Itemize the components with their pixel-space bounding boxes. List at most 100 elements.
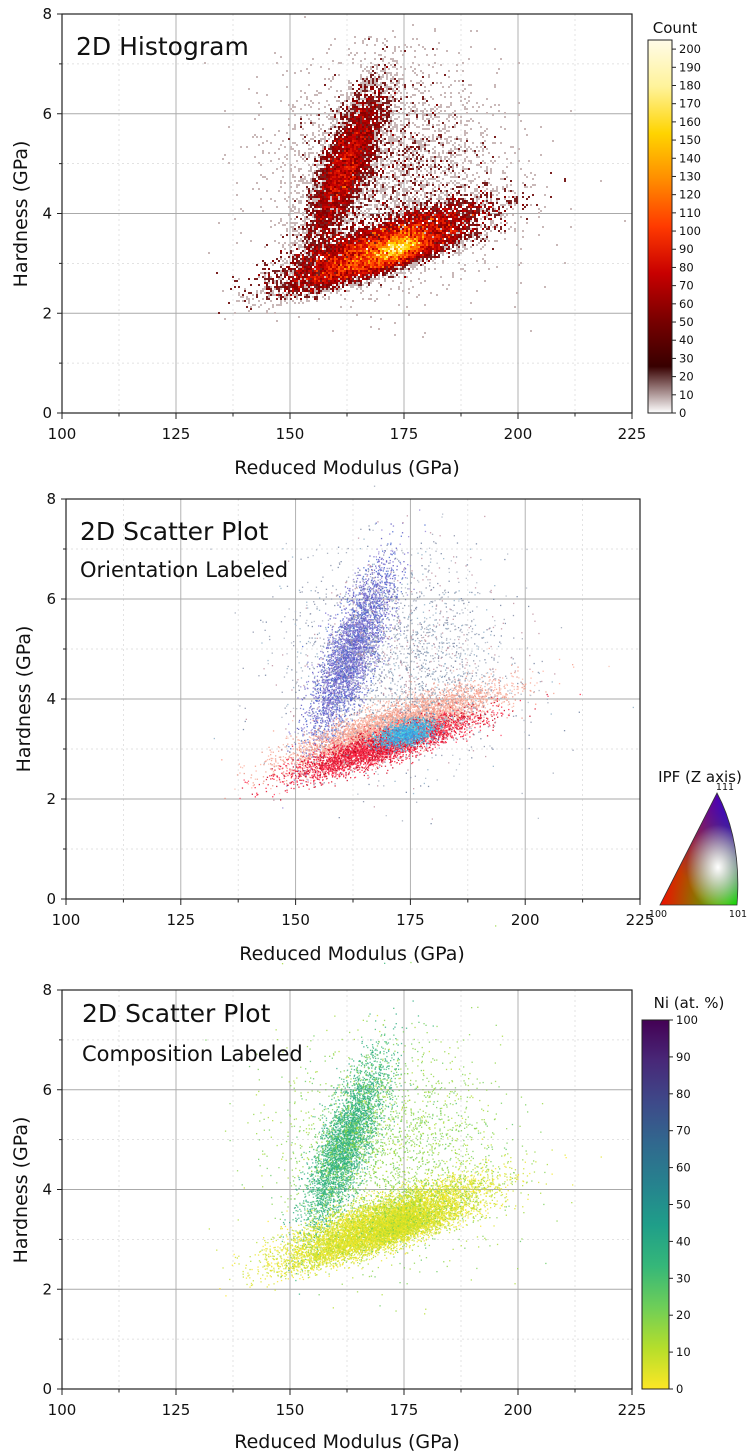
hist-bin — [442, 228, 444, 230]
hist-bin — [328, 172, 330, 174]
hist-bin — [418, 230, 420, 232]
hist-bin — [480, 248, 482, 250]
hist-bin — [268, 292, 270, 294]
hist-bin — [282, 272, 284, 274]
hist-bin — [330, 144, 332, 146]
hist-bin — [350, 104, 352, 106]
hist-bin — [340, 228, 342, 230]
hist-bin — [376, 86, 378, 88]
hist-bin — [392, 236, 394, 238]
hist-bin — [342, 206, 344, 208]
hist-bin — [348, 138, 350, 140]
hist-bin — [374, 112, 376, 114]
hist-bin — [390, 82, 392, 84]
hist-bin — [374, 126, 376, 128]
hist-bin — [350, 140, 352, 142]
hist-bin — [382, 68, 384, 70]
hist-bin — [292, 300, 294, 302]
hist-bin — [324, 140, 326, 142]
hist-bin — [454, 204, 456, 206]
hist-bin — [428, 232, 430, 234]
hist-bin — [318, 244, 320, 246]
hist-bin — [360, 270, 362, 272]
hist-bin — [390, 254, 392, 256]
hist-bin — [514, 198, 516, 200]
hist-bin — [398, 78, 400, 80]
hist-bin — [410, 236, 412, 238]
hist-bin — [334, 132, 336, 134]
hist-bin — [370, 100, 372, 102]
hist-bin — [306, 256, 308, 258]
hist-bin — [344, 156, 346, 158]
hist-bin — [306, 200, 308, 202]
hist-bin — [424, 250, 426, 252]
hist-bin — [256, 292, 258, 294]
hist-bin — [380, 104, 382, 106]
hist-bin — [350, 108, 352, 110]
hist-bin — [326, 258, 328, 260]
hist-bin — [296, 270, 298, 272]
hist-bin — [366, 204, 368, 206]
hist-bin — [494, 224, 496, 226]
hist-bin — [342, 102, 344, 104]
hist-bin — [338, 212, 340, 214]
hist-bin — [382, 250, 384, 252]
hist-bin — [330, 270, 332, 272]
hist-bin — [392, 222, 394, 224]
hist-bin — [376, 246, 378, 248]
hist-bin — [336, 270, 338, 272]
hist-bin — [480, 232, 482, 234]
hist-bin — [372, 248, 374, 250]
hist-bin — [312, 242, 314, 244]
hist-bin — [372, 66, 374, 68]
hist-bin — [378, 252, 380, 254]
hist-bin — [358, 176, 360, 178]
hist-bin — [308, 286, 310, 288]
hist-bin — [332, 196, 334, 198]
hist-bin — [354, 234, 356, 236]
hist-bin — [502, 186, 504, 188]
hist-bin — [346, 174, 348, 176]
hist-bin — [522, 192, 524, 194]
hist-bin — [408, 222, 410, 224]
hist-bin — [306, 222, 308, 224]
hist-bin — [332, 278, 334, 280]
hist-bin — [358, 158, 360, 160]
hist-bin — [286, 234, 288, 236]
hist-bin — [300, 300, 302, 302]
hist-bin — [374, 234, 376, 236]
hist-bin — [430, 202, 432, 204]
hist-bin — [452, 204, 454, 206]
hist-bin — [334, 174, 336, 176]
hist-bin — [366, 274, 368, 276]
hist-bin — [348, 120, 350, 122]
hist-bin — [456, 214, 458, 216]
hist-bin — [338, 152, 340, 154]
hist-bin — [270, 300, 272, 302]
hist-bin — [432, 48, 434, 50]
hist-bin — [364, 102, 366, 104]
hist-bin — [358, 202, 360, 204]
hist-bin — [348, 158, 350, 160]
hist-bin — [342, 108, 344, 110]
hist-bin — [382, 246, 384, 248]
hist-bin — [320, 198, 322, 200]
hist-bin — [408, 244, 410, 246]
hist-bin — [306, 274, 308, 276]
hist-bin — [368, 148, 370, 150]
hist-bin — [332, 180, 334, 182]
hist-bin — [296, 234, 298, 236]
hist-bin — [356, 140, 358, 142]
hist-bin — [290, 252, 292, 254]
hist-bin — [454, 206, 456, 208]
hist-bin — [378, 96, 380, 98]
hist-bin — [448, 194, 450, 196]
hist-bin — [294, 222, 296, 224]
hist-bin — [336, 142, 338, 144]
hist-bin — [340, 170, 342, 172]
hist-bin — [376, 156, 378, 158]
hist-bin — [332, 212, 334, 214]
hist-bin — [328, 156, 330, 158]
hist-bin — [410, 260, 412, 262]
hist-bin — [326, 264, 328, 266]
